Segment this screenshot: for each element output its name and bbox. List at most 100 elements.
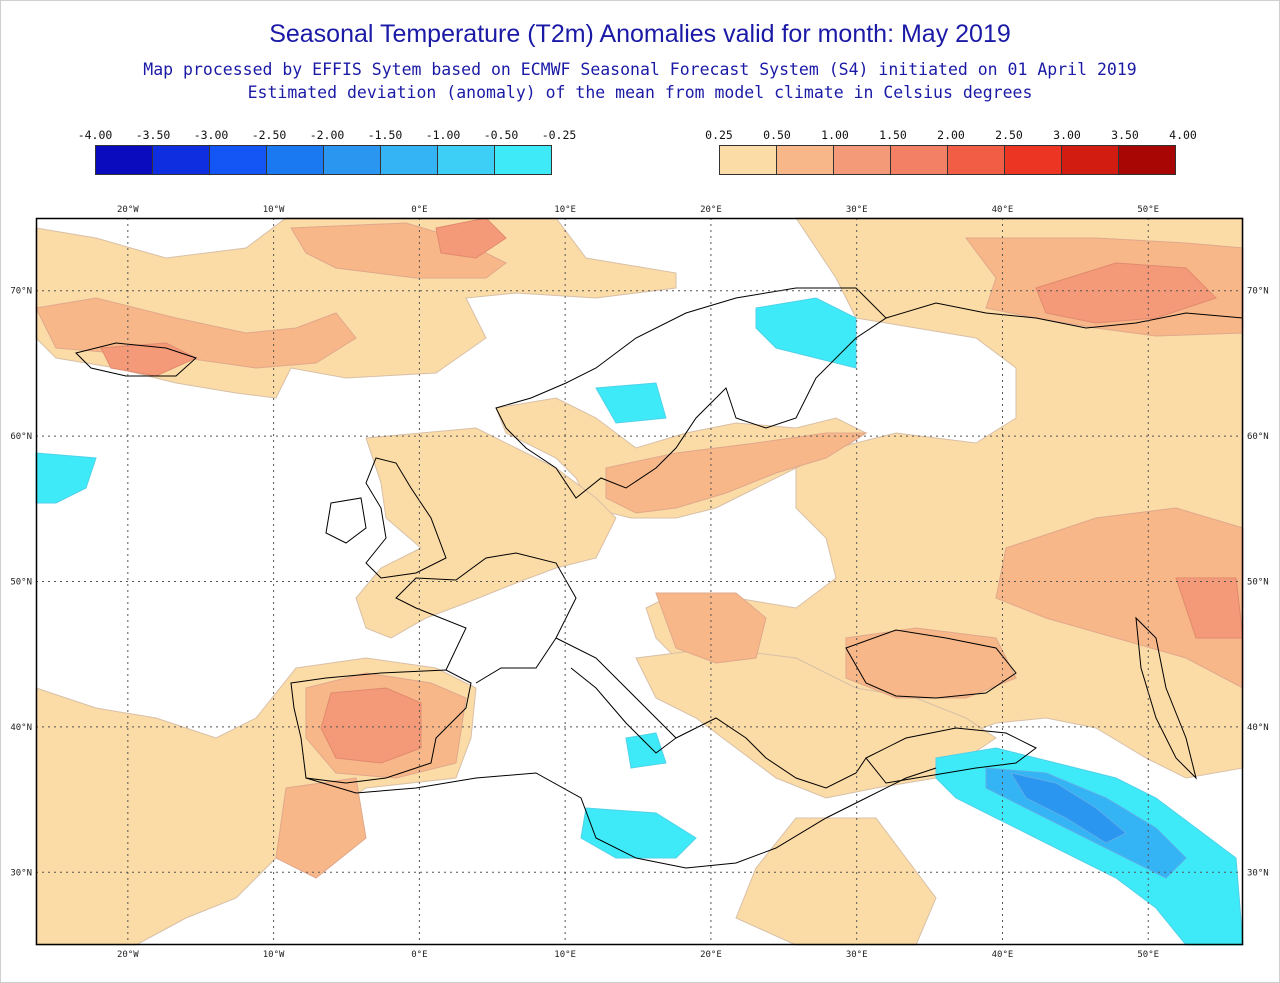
graticule: [36, 218, 1243, 945]
latitude-tick-label: 70°N: [1247, 287, 1269, 297]
warm-legend-swatch: [1062, 146, 1119, 174]
longitude-tick-label: 0°E: [411, 205, 427, 215]
warm-legend-swatch: [720, 146, 777, 174]
latitude-tick-label: 50°N: [1247, 578, 1269, 588]
anomaly-spain-core: [320, 687, 422, 764]
warm-legend-swatch: [834, 146, 891, 174]
cold-legend-swatch: [153, 146, 210, 174]
cold-legend-label: -4.00: [77, 128, 113, 142]
coastline-black-sea: [845, 629, 1017, 699]
warm-legend-swatch: [948, 146, 1005, 174]
warm-legend-swatch: [777, 146, 834, 174]
cold-legend-labels: -4.00 -3.50 -3.00 -2.50 -2.00 -1.50 -1.00 -0.50…: [78, 128, 577, 142]
cold-legend-label: -3.50: [135, 128, 171, 142]
cold-scandinavia: [595, 382, 667, 424]
coastlines: [75, 287, 1244, 869]
coastline-iceland: [75, 342, 197, 377]
longitude-tick-label: 30°E: [846, 205, 868, 215]
longitude-tick-label: 20°W: [117, 950, 139, 960]
cold-legend-label: -1.00: [425, 128, 461, 142]
longitude-tick-label: 20°E: [700, 205, 722, 215]
anomaly-black-sea: [845, 627, 1017, 699]
warm-legend-label: 2.00: [937, 128, 965, 142]
anomaly-barents-core: [1035, 262, 1217, 324]
cold-legend-swatch: [324, 146, 381, 174]
cold-legend-label: -2.00: [309, 128, 345, 142]
warm-legend-swatch: [1005, 146, 1062, 174]
anomaly-morocco: [275, 777, 367, 879]
latitude-tick-label: 60°N: [10, 432, 32, 442]
anomaly-iceland: [100, 342, 198, 377]
cold-legend-swatch: [210, 146, 267, 174]
warm-legend-label: 0.50: [763, 128, 791, 142]
longitude-tick-label: 10°W: [263, 205, 285, 215]
warm-anomaly-colorbar: [719, 145, 1176, 175]
cold-iran-inner: [1009, 772, 1127, 844]
latitude-tick-label: 30°N: [10, 868, 32, 878]
stronger-cold-areas: [985, 767, 1187, 879]
cold-legend-swatch: [495, 146, 551, 174]
longitude-tick-label: 30°E: [846, 950, 868, 960]
longitude-tick-label: 0°E: [411, 950, 427, 960]
coastline-france: [395, 552, 577, 684]
cold-legend-label: -2.50: [251, 128, 287, 142]
anomaly-svalbard-sea: [435, 217, 507, 259]
anomaly-russia-south: [995, 507, 1244, 689]
longitude-tick-label: 50°E: [1137, 950, 1159, 960]
cold-legend-swatch: [96, 146, 153, 174]
warm-legend-label: 1.50: [879, 128, 907, 142]
anomaly-baltic-finland: [605, 432, 868, 514]
cold-legend-swatch: [381, 146, 438, 174]
cold-legend-label: -3.00: [193, 128, 229, 142]
warm-legend-label: 4.00: [1169, 128, 1197, 142]
map-title: Seasonal Temperature (T2m) Anomalies val…: [269, 20, 1011, 48]
map-subtitle-units: Estimated deviation (anomaly) of the mea…: [247, 83, 1033, 102]
map-border: [35, 217, 1244, 946]
cold-legend-label: -0.25: [541, 128, 577, 142]
map-subtitle-processing: Map processed by EFFIS Sytem based on EC…: [143, 60, 1137, 79]
cold-legend-label: -0.50: [483, 128, 519, 142]
latitude-tick-label: 50°N: [10, 578, 32, 588]
latitude-tick-label: 60°N: [1247, 432, 1269, 442]
longitude-tick-label: 10°W: [263, 950, 285, 960]
coastline-caspian: [1135, 616, 1197, 780]
coastline-ireland: [325, 497, 367, 544]
latitude-tick-label: 30°N: [1247, 868, 1269, 878]
latitude-tick-label: 40°N: [1247, 723, 1269, 733]
coastline-turkey: [865, 727, 1037, 784]
coastline-balkans: [675, 717, 867, 789]
longitude-tick-label: 40°E: [992, 205, 1014, 215]
longitude-tick-label: 10°E: [554, 950, 576, 960]
warm-legend-label: 3.50: [1111, 128, 1139, 142]
warm-legend-swatch: [891, 146, 948, 174]
longitude-tick-label: 50°E: [1137, 205, 1159, 215]
cold-legend-swatch: [438, 146, 495, 174]
coastline-scandinavia: [495, 287, 887, 499]
cold-italy: [625, 732, 667, 769]
longitude-tick-label: 10°E: [554, 205, 576, 215]
longitude-tick-label: 20°W: [117, 205, 139, 215]
warm-legend-labels: 0.25 0.50 1.00 1.50 2.00 2.50 3.00 3.50 4.00: [705, 128, 1197, 142]
coastline-britain: [365, 457, 447, 579]
graticule-labels: 20°W 20°W 10°W 10°W 0°E 0°E 10°E 10°E 20°E 20°E 30…: [10, 205, 1268, 960]
anomaly-map: 20°W 20°W 10°W 10°W 0°E 0°E 10°E 10°E 20°E 20°E 30…: [10, 205, 1268, 960]
coastline-russia-arctic: [885, 302, 1244, 329]
cold-legend-swatch: [267, 146, 324, 174]
anomaly-north-sea-greenland: [290, 222, 507, 279]
latitude-tick-label: 70°N: [10, 287, 32, 297]
latitude-tick-label: 40°N: [10, 723, 32, 733]
cold-tunisia: [580, 807, 697, 859]
warm-legend-label: 3.00: [1053, 128, 1081, 142]
longitude-tick-label: 40°E: [992, 950, 1014, 960]
warm-legend-swatch: [1119, 146, 1175, 174]
cold-legend-label: -1.50: [367, 128, 403, 142]
coastline-iberia: [290, 669, 472, 784]
coastline-north-africa: [305, 767, 937, 869]
warm-legend-label: 0.25: [705, 128, 733, 142]
strong-warm-areas: [100, 217, 1244, 764]
cold-anomaly-colorbar: [95, 145, 552, 175]
longitude-tick-label: 20°E: [700, 950, 722, 960]
warm-legend-label: 2.50: [995, 128, 1023, 142]
warm-legend-label: 1.00: [821, 128, 849, 142]
cold-arctic-norway: [755, 297, 857, 369]
